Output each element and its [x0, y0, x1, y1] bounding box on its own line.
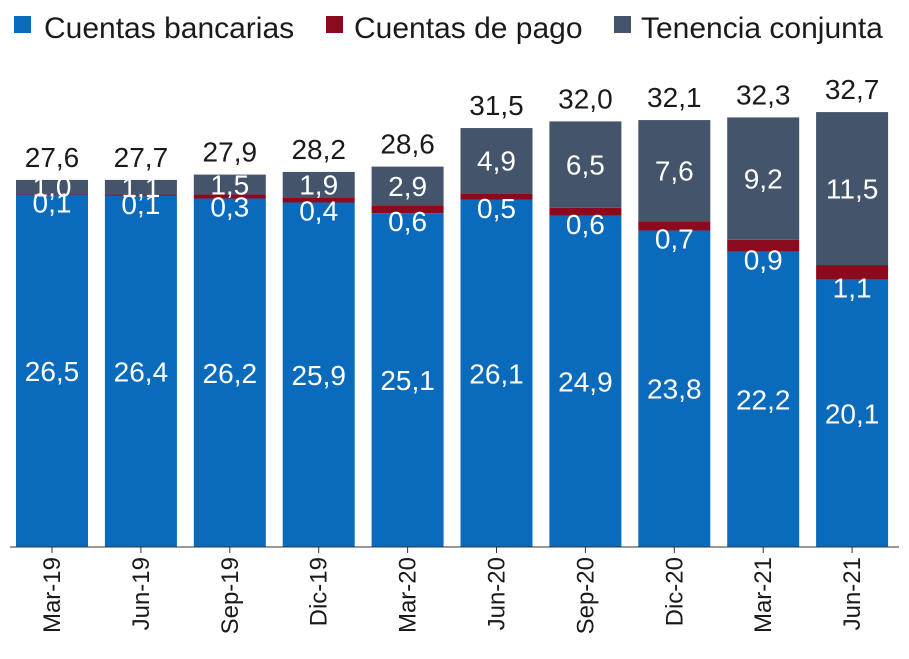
- tick-label-dic-19: Dic-19: [306, 557, 333, 626]
- bar-cuentas-bancarias-jun-20: [460, 199, 533, 547]
- bar-cuentas-bancarias-mar-20: [371, 213, 444, 548]
- tick-label-jun-21: Jun-21: [839, 557, 866, 630]
- label-cuentas-bancarias-sep-19: 26,2: [203, 358, 258, 389]
- total-label-mar-21: 32,3: [736, 79, 791, 110]
- bar-cuentas-de-pago-sep-20: [549, 207, 622, 216]
- label-cuentas-de-pago-dic-19: 0,4: [299, 196, 338, 227]
- bar-cuentas-bancarias-dic-19: [282, 202, 355, 547]
- bar-cuentas-de-pago-mar-19: [16, 193, 88, 195]
- x-axis-ticks: Mar-19 Jun-19 Sep-19 Dic-19 Mar-20 Jun-20 Sep-…: [39, 547, 866, 634]
- label-cuentas-de-pago-mar-21: 0,9: [744, 245, 783, 276]
- label-tenencia-conjunta-mar-21: 9,2: [744, 164, 783, 195]
- label-cuentas-bancarias-mar-19: 26,5: [25, 356, 80, 387]
- label-tenencia-conjunta-sep-20: 6,5: [566, 150, 605, 181]
- total-label-mar-20: 28,6: [380, 129, 435, 160]
- bar-tenencia-conjunta-dic-19: [282, 171, 355, 198]
- label-tenencia-conjunta-jun-20: 4,9: [477, 146, 516, 177]
- bar-tenencia-conjunta-mar-21: [727, 117, 800, 240]
- label-cuentas-de-pago-dic-20: 0,7: [655, 223, 694, 254]
- bar-cuentas-bancarias-mar-21: [727, 251, 800, 548]
- label-cuentas-bancarias-jun-19: 26,4: [114, 356, 169, 387]
- label-cuentas-bancarias-mar-21: 22,2: [736, 384, 791, 415]
- total-label-dic-20: 32,1: [647, 82, 702, 113]
- label-cuentas-bancarias-sep-20: 24,9: [558, 366, 613, 397]
- label-cuentas-de-pago-sep-19: 0,3: [210, 192, 249, 223]
- bar-cuentas-bancarias-sep-19: [193, 198, 266, 548]
- total-label-jun-19: 27,7: [114, 142, 169, 173]
- label-tenencia-conjunta-jun-19: 1,1: [121, 172, 160, 203]
- label-cuentas-bancarias-mar-20: 25,1: [380, 365, 435, 396]
- label-cuentas-de-pago-sep-20: 0,6: [566, 209, 605, 240]
- label-cuentas-de-pago-mar-20: 0,6: [388, 206, 427, 237]
- legend-label-cuentas-bancarias: Cuentas bancarias: [44, 12, 294, 45]
- bar-cuentas-bancarias-mar-19: [16, 194, 88, 548]
- label-cuentas-bancarias-dic-20: 23,8: [647, 374, 702, 405]
- bar-tenencia-conjunta-jun-20: [460, 128, 533, 194]
- bars-group: [16, 112, 889, 548]
- label-cuentas-bancarias-jun-20: 26,1: [469, 358, 524, 389]
- label-cuentas-de-pago-jun-20: 0,5: [477, 193, 516, 224]
- total-label-sep-19: 27,9: [203, 137, 258, 168]
- bar-tenencia-conjunta-mar-20: [371, 166, 444, 206]
- label-cuentas-bancarias-jun-21: 20,1: [825, 398, 880, 429]
- bar-cuentas-bancarias-dic-20: [638, 230, 711, 547]
- label-cuentas-de-pago-jun-21: 1,1: [833, 273, 872, 304]
- tick-label-sep-20: Sep-20: [572, 557, 599, 634]
- bar-tenencia-conjunta-mar-19: [16, 179, 88, 194]
- label-tenencia-conjunta-mar-20: 2,9: [388, 171, 427, 202]
- total-label-mar-19: 27,6: [25, 142, 80, 173]
- bar-tenencia-conjunta-sep-20: [549, 121, 622, 208]
- bar-tenencia-conjunta-dic-20: [638, 120, 711, 222]
- bar-cuentas-bancarias-sep-20: [549, 215, 622, 547]
- label-tenencia-conjunta-mar-19: 1,0: [33, 172, 72, 203]
- bar-cuentas-bancarias-jun-21: [816, 279, 889, 547]
- legend-label-cuentas-de-pago: Cuentas de pago: [354, 12, 583, 45]
- label-tenencia-conjunta-dic-20: 7,6: [655, 156, 694, 187]
- label-tenencia-conjunta-sep-19: 1,5: [210, 170, 249, 201]
- bar-cuentas-de-pago-sep-19: [193, 194, 266, 199]
- tick-label-mar-20: Mar-20: [395, 557, 422, 633]
- bar-cuentas-de-pago-dic-19: [282, 197, 355, 203]
- total-label-jun-21: 32,7: [825, 74, 880, 105]
- bar-cuentas-bancarias-jun-19: [104, 195, 177, 547]
- label-tenencia-conjunta-jun-21: 11,5: [826, 174, 878, 205]
- legend-swatch-cuentas-bancarias: [14, 16, 31, 33]
- bar-cuentas-de-pago-mar-21: [727, 239, 800, 252]
- legend: Cuentas bancarias Cuentas de pago Tenenc…: [14, 12, 883, 45]
- bar-tenencia-conjunta-sep-19: [193, 174, 266, 195]
- bar-tenencia-conjunta-jun-19: [104, 179, 177, 195]
- total-label-sep-20: 32,0: [558, 83, 613, 114]
- label-cuentas-bancarias-dic-19: 25,9: [291, 360, 346, 391]
- tick-label-jun-19: Jun-19: [128, 557, 155, 630]
- tick-label-jun-20: Jun-20: [484, 557, 511, 630]
- legend-swatch-tenencia-conjunta: [614, 16, 631, 33]
- legend-swatch-cuentas-de-pago: [326, 16, 343, 33]
- bar-cuentas-de-pago-dic-20: [638, 221, 711, 231]
- bar-cuentas-de-pago-jun-19: [104, 194, 177, 196]
- tick-label-mar-21: Mar-21: [750, 557, 777, 633]
- bar-cuentas-de-pago-mar-20: [371, 205, 444, 214]
- total-label-dic-19: 28,2: [291, 134, 346, 165]
- tick-label-mar-19: Mar-19: [39, 557, 66, 633]
- total-label-jun-20: 31,5: [469, 90, 524, 121]
- label-tenencia-conjunta-dic-19: 1,9: [299, 170, 338, 201]
- tick-label-dic-20: Dic-20: [661, 557, 688, 626]
- legend-label-tenencia-conjunta: Tenencia conjunta: [641, 12, 883, 45]
- bar-cuentas-de-pago-jun-20: [460, 193, 533, 200]
- label-cuentas-de-pago-mar-19: 0,1: [33, 188, 72, 219]
- tick-label-sep-19: Sep-19: [217, 557, 244, 634]
- labels-group: 26,50,11,027,626,40,11,127,726,20,31,527…: [25, 74, 880, 429]
- bar-cuentas-de-pago-jun-21: [816, 265, 889, 280]
- label-cuentas-de-pago-jun-19: 0,1: [121, 189, 160, 220]
- bar-tenencia-conjunta-jun-21: [816, 112, 889, 266]
